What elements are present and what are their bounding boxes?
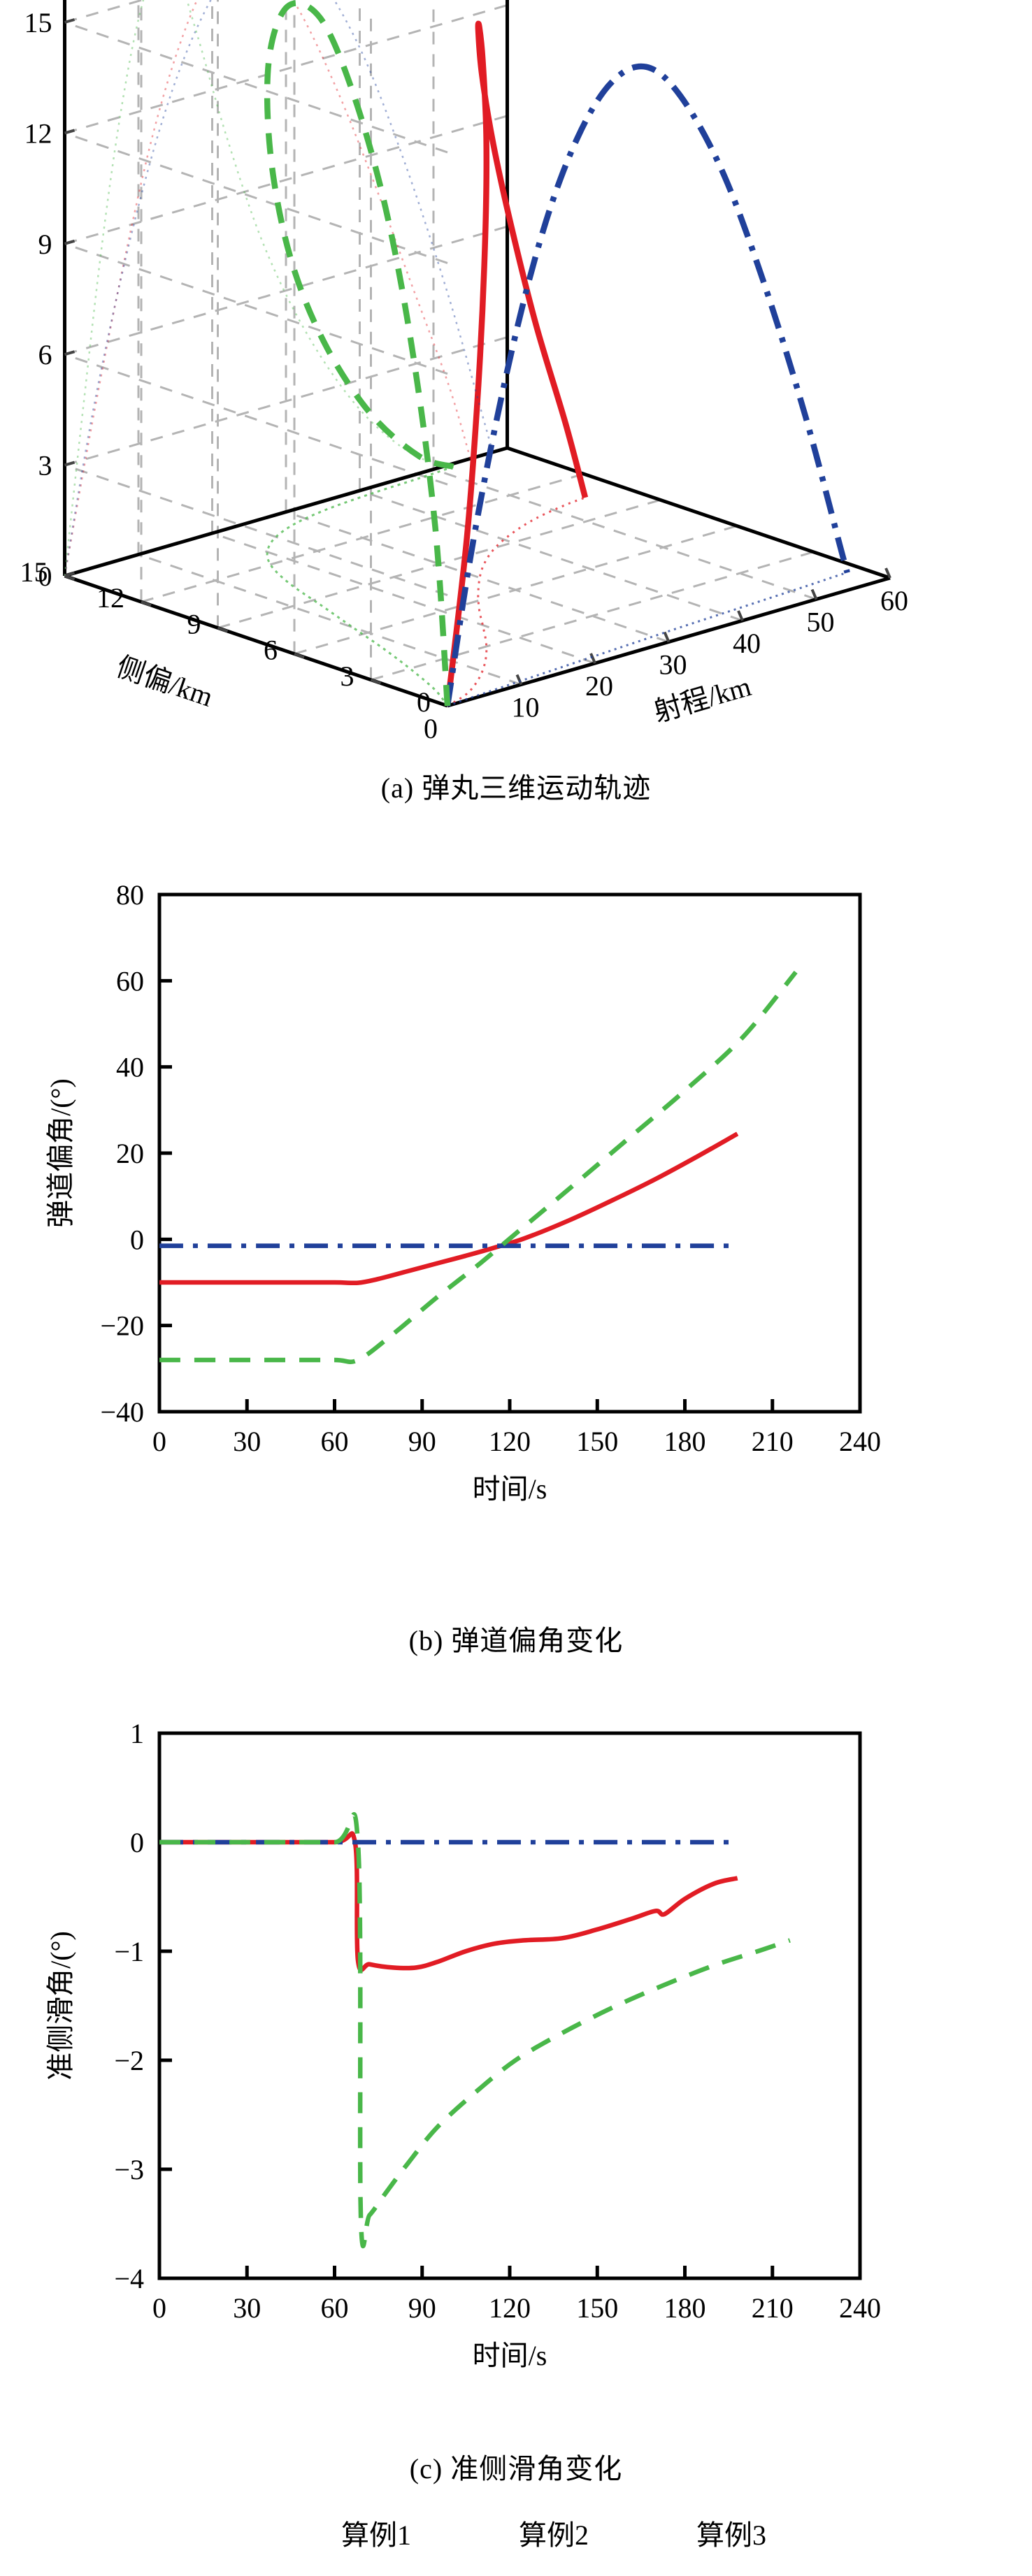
z-tick-label: 3 <box>38 450 52 482</box>
trajectory-wall-projection <box>64 0 449 577</box>
y-axis-label: 准侧滑角/(°) <box>45 1931 76 2081</box>
y-tick-label: 15 <box>20 556 48 588</box>
trajectory-floor-projection <box>447 572 848 707</box>
x-axis-ticks: 0 30 60 90 120 150 180 210 240 <box>152 1399 881 1457</box>
y-tick-label: 40 <box>116 1052 144 1083</box>
x-tick-label: 150 <box>576 1426 618 1457</box>
panel-c-sideslip-angle: 0 30 60 90 120 150 180 210 240 −4 −3 −2 −1 0 1 时间/s 准侧滑角… <box>0 1677 1032 2404</box>
legend-label-3: 算例3 <box>696 2519 766 2551</box>
x-axis-label: 时间/s <box>473 1473 547 1505</box>
x-tick-label: 0 <box>152 2292 166 2324</box>
y-tick-label: 0 <box>130 1224 144 1255</box>
series-line <box>159 970 798 1364</box>
series-line <box>159 1131 739 1286</box>
x-tick-label: 240 <box>839 1426 881 1457</box>
panel-c-svg: 0 30 60 90 120 150 180 210 240 −4 −3 −2 −1 0 1 时间/s 准侧滑角… <box>45 1718 881 2371</box>
panel-b-deflection-angle: 0 30 60 90 120 150 180 210 240 −40 −20 0 20 40 60 80 时间/… <box>0 832 1032 1551</box>
series-line <box>159 1831 738 1973</box>
axis-ticks: 0369121518036912150102030405060 <box>20 7 909 744</box>
trajectory-curves <box>64 0 850 707</box>
y-tick-label: 9 <box>187 608 201 639</box>
y-axis-ticks: −4 −3 −2 −1 0 1 <box>114 1718 172 2294</box>
y-tick-label: −4 <box>114 2263 144 2294</box>
trajectory-curve <box>264 0 454 707</box>
x-tick-label: 0 <box>424 713 438 744</box>
x-tick-label: 20 <box>585 670 613 702</box>
figure-legend: 算例1 算例2 算例3 <box>0 2512 1032 2553</box>
x-tick-label: 30 <box>659 649 687 681</box>
y-tick-label: 12 <box>96 582 124 614</box>
y-tick-label: 20 <box>116 1138 144 1169</box>
y-tick-label: 3 <box>341 660 354 692</box>
x-axis-ticks: 0 30 60 90 120 150 180 210 240 <box>152 2266 881 2324</box>
y-tick-label: −3 <box>114 2154 144 2185</box>
legend-item-3: 算例3 <box>621 2512 766 2553</box>
y-tick-label: 60 <box>116 965 144 997</box>
panel-a-caption: (a) 弹丸三维运动轨迹 <box>380 772 652 804</box>
x-tick-label: 0 <box>152 1426 166 1457</box>
y-axis-label: 弹道偏角/(°) <box>45 1078 76 1228</box>
y-tick-label: 6 <box>264 635 278 666</box>
z-tick-label: 9 <box>38 229 52 260</box>
trajectory-curve <box>444 20 589 707</box>
z-tick-label: 0 <box>38 560 52 592</box>
z-tick-label: 12 <box>24 117 52 149</box>
legend-label-2: 算例2 <box>519 2519 589 2551</box>
y-tick-label: 0 <box>417 686 431 718</box>
x-tick-label: 60 <box>321 1426 349 1457</box>
x-tick-label: 10 <box>512 692 540 723</box>
y-axis-label: 侧偏/km <box>113 651 217 713</box>
x-tick-label: 50 <box>807 607 835 638</box>
x-tick-label: 90 <box>408 2292 436 2324</box>
legend-item-1: 算例1 <box>266 2512 411 2553</box>
panel-b-caption: (b) 弹道偏角变化 <box>408 1625 624 1656</box>
y-tick-label: 80 <box>116 879 144 911</box>
y-tick-label: −40 <box>100 1396 144 1428</box>
panel-c-caption: (c) 准侧滑角变化 <box>409 2453 623 2484</box>
data-series <box>159 970 798 1364</box>
plot-frame <box>157 1731 862 2280</box>
x-tick-label: 30 <box>233 2292 261 2324</box>
x-tick-label: 150 <box>576 2292 618 2324</box>
x-tick-label: 210 <box>752 2292 794 2324</box>
panel-a-3d-trajectory: 0369121518036912150102030405060高度/km侧偏/k… <box>0 0 1032 769</box>
y-tick-label: 1 <box>130 1718 144 1749</box>
y-tick-label: −2 <box>114 2045 144 2076</box>
x-tick-label: 40 <box>733 628 761 659</box>
x-tick-label: 90 <box>408 1426 436 1457</box>
y-tick-label: −1 <box>114 1936 144 1967</box>
data-series <box>159 1811 791 2249</box>
x-tick-label: 60 <box>880 585 908 616</box>
panel-a-svg: 0369121518036912150102030405060高度/km侧偏/k… <box>20 0 909 744</box>
x-tick-label: 240 <box>839 2292 881 2324</box>
x-axis-label: 时间/s <box>473 2340 547 2371</box>
legend-label-1: 算例1 <box>341 2519 411 2551</box>
z-tick-label: 15 <box>24 7 52 38</box>
x-tick-label: 120 <box>489 1426 531 1457</box>
series-line <box>159 1811 791 2249</box>
x-tick-label: 210 <box>752 1426 794 1457</box>
x-tick-label: 60 <box>321 2292 349 2324</box>
y-tick-label: −20 <box>100 1310 144 1342</box>
plot-frame <box>157 892 862 1414</box>
trajectory-floor-projection <box>447 496 586 707</box>
x-tick-label: 120 <box>489 2292 531 2324</box>
trajectory-curve <box>444 63 850 707</box>
z-tick-label: 6 <box>38 339 52 370</box>
y-axis-ticks: −40 −20 0 20 40 60 80 <box>100 879 172 1428</box>
panel-b-svg: 0 30 60 90 120 150 180 210 240 −40 −20 0 20 40 60 80 时间/… <box>45 879 881 1505</box>
x-tick-label: 180 <box>664 2292 706 2324</box>
trajectory-wall-projection <box>64 0 471 577</box>
x-tick-label: 180 <box>664 1426 706 1457</box>
legend-item-2: 算例2 <box>443 2512 589 2553</box>
grid-lines <box>64 0 817 686</box>
y-tick-label: 0 <box>130 1827 144 1858</box>
x-tick-label: 30 <box>233 1426 261 1457</box>
